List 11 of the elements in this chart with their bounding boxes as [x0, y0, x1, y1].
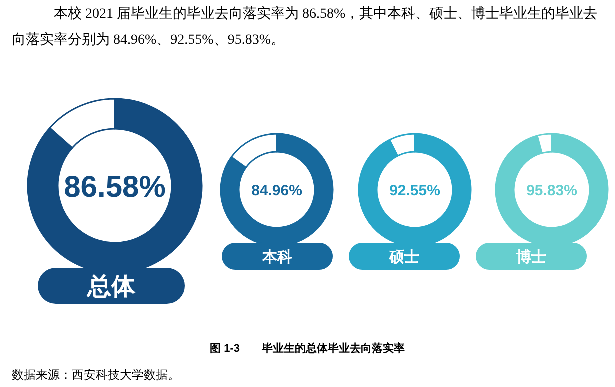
data-label: 84.96% — [252, 182, 302, 200]
source-note: 数据来源：西安科技大学数据。 — [12, 367, 180, 384]
text: 博士 — [516, 248, 546, 266]
data-label: 86.58% — [64, 170, 166, 204]
caption: 图 1-3 毕业生的总体毕业去向落实率 — [209, 342, 406, 356]
text: 总体 — [86, 272, 136, 301]
text: 本校 2021 届毕业生的毕业去向落实率为 86.58%，其中本科、硕士、博士毕业生的毕业去向落实率分别为 84.96%、92.55%、95.83%。 — [12, 5, 599, 50]
text: 硕士 — [388, 248, 420, 266]
text: 本科 — [262, 248, 292, 266]
data-label: 95.83% — [526, 182, 578, 200]
data-label: 92.55% — [390, 182, 440, 200]
